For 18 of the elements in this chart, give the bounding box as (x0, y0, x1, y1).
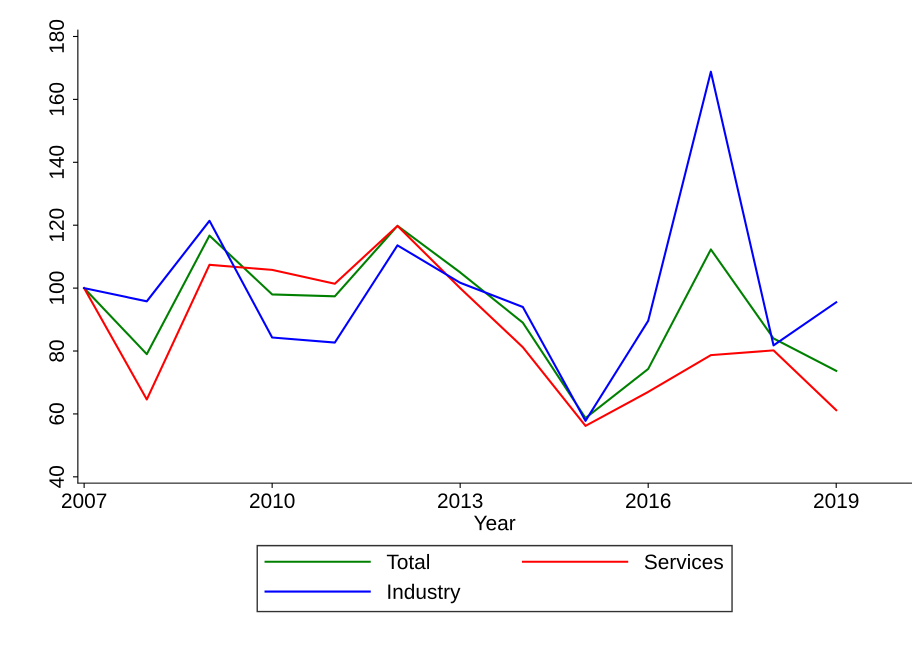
x-tick-label: 2013 (438, 493, 482, 508)
y-tick-label: 140 (49, 146, 64, 178)
y-tick-label: 80 (49, 340, 64, 362)
y-tick-label: 60 (49, 403, 64, 424)
x-axis-title: Year (474, 516, 516, 530)
y-tick-label: 160 (49, 82, 64, 116)
y-tick-label: 120 (49, 208, 64, 241)
y-tick-label: 40 (49, 466, 64, 488)
x-tick-label: 2010 (250, 493, 295, 508)
legend-label: Services (644, 554, 723, 570)
y-tick-label: 180 (49, 20, 64, 52)
y-tick-label: 100 (49, 272, 64, 304)
line-series (83, 70, 838, 422)
x-tick-label: 2016 (626, 493, 670, 508)
legend-label: Total (386, 554, 430, 570)
x-tick-label: 2019 (814, 493, 858, 508)
x-tick-label: 2007 (62, 493, 106, 508)
legend-label: Industry (388, 584, 460, 604)
